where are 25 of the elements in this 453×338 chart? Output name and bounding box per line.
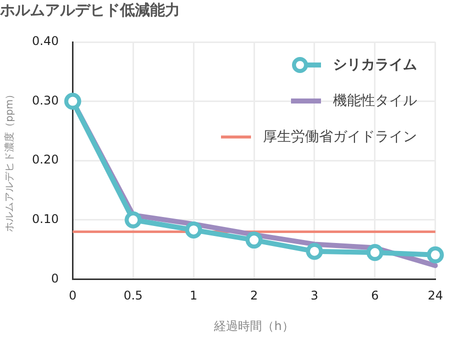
x-tick-label: 3	[310, 288, 318, 303]
point	[124, 211, 142, 228]
point	[185, 221, 202, 238]
x-tick-label: 24	[428, 288, 444, 303]
legend-label: 厚生労働省ガイドライン	[263, 128, 417, 146]
point	[64, 92, 82, 110]
x-tick-label: 2	[250, 288, 258, 303]
legend-label: シリカライム	[333, 56, 417, 74]
y-tick-label: 0.20	[32, 152, 59, 167]
x-tick-label: 0	[68, 288, 77, 303]
chart-title: ホルムアルデヒド低減能力	[0, 0, 180, 19]
point	[306, 242, 323, 260]
x-tick-label: 0.5	[124, 288, 143, 303]
x-axis-title: 経過時間（h）	[213, 318, 294, 333]
point	[426, 246, 444, 264]
y-axis-title: ホルムアルデヒド濃度（ppm）	[4, 89, 16, 232]
y-tick-label: 0	[51, 271, 59, 286]
x-tick-label: 1	[190, 288, 198, 303]
legend-label: 機能性タイル	[333, 92, 417, 110]
point	[246, 232, 263, 249]
x-tick-label: 6	[371, 288, 379, 303]
y-tick-label: 0.40	[32, 34, 59, 48]
y-tick-label: 0.10	[32, 212, 59, 226]
y-tick-label: 0.30	[32, 93, 59, 108]
point	[366, 244, 384, 262]
